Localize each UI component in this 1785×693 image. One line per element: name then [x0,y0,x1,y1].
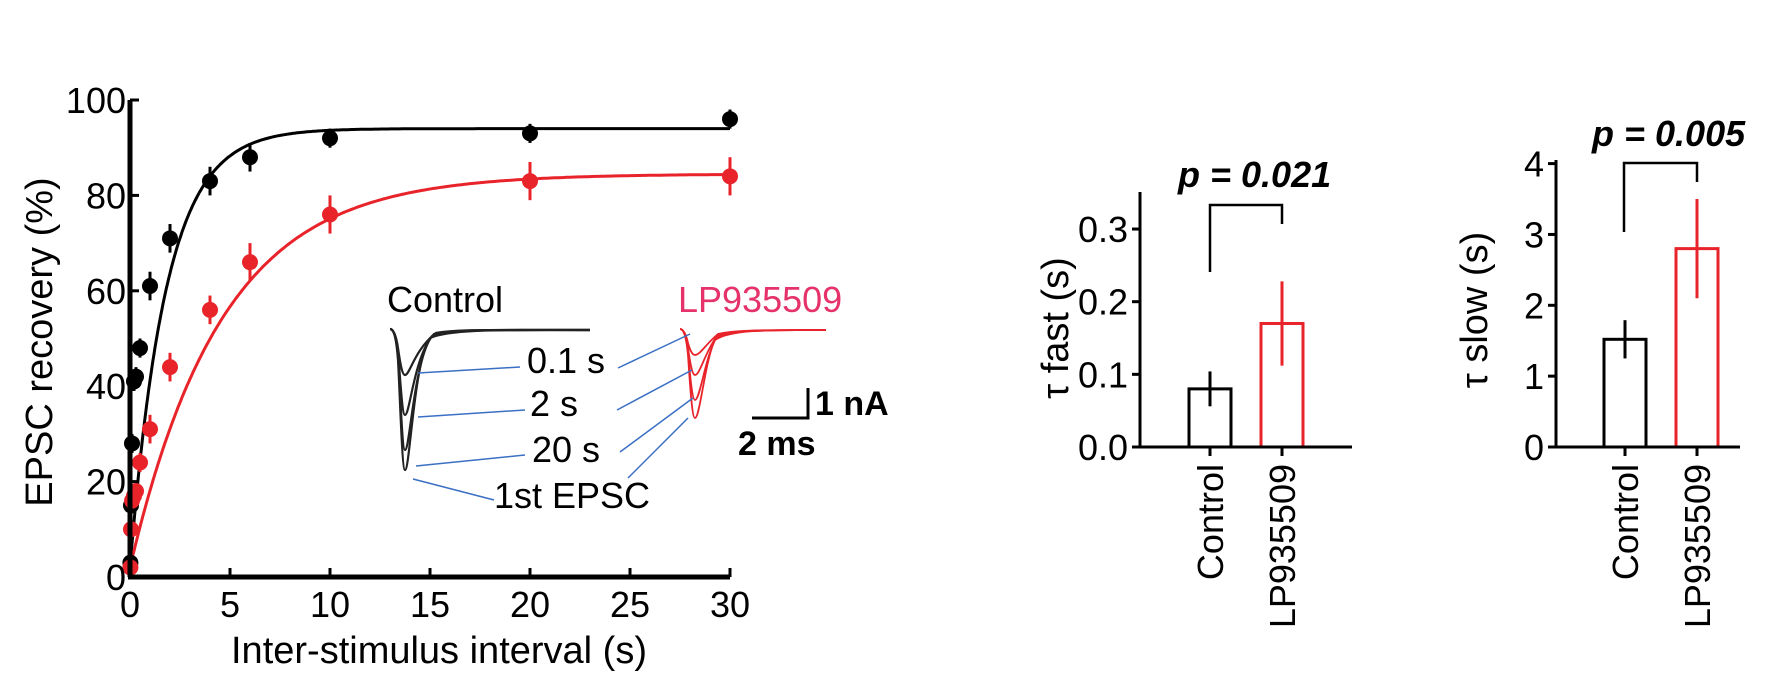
inset: Control LP935509 [387,279,889,516]
data-point-series-0 [322,130,338,147]
recovery-y-tick-label: 60 [86,271,126,312]
tau-slow-p-value: p = 0.005 [1591,113,1746,154]
tau-slow-y-tick-label: 3 [1524,214,1544,255]
tau-slow-y-label: τ slow (s) [1454,232,1496,388]
scale-bar-y-label: 1 nA [815,385,889,423]
tau-fast-y-label: τ fast (s) [1035,257,1077,399]
tau-fast-y-tick-label: 0.2 [1078,282,1128,323]
drug-trace-2s [679,328,827,376]
pointer-0.1s-left [417,366,521,374]
tau-fast-significance-bracket [1208,203,1284,272]
tau-slow-y-tick-label: 0 [1524,427,1544,468]
pointer-20s-left [415,454,526,467]
data-point-series-1 [322,206,338,223]
trace-label-20s: 20 s [532,429,600,470]
drug-trace-0.1s [679,328,827,356]
drug-traces [679,328,827,419]
data-point-series-0 [242,149,258,166]
data-point-series-1 [722,168,738,185]
tau-slow-category-label: LP935509 [1677,464,1718,628]
recovery-x-tick-label: 10 [310,584,350,625]
recovery-x-tick-label: 25 [610,584,650,625]
tau-fast-bars [1187,281,1305,449]
tau-slow-significance-bracket [1622,161,1699,232]
recovery-points [122,111,738,576]
recovery-chart: 0 20 40 60 80 100 0 5 10 15 20 25 30 EPSC recovery … [19,80,889,672]
data-point-series-1 [522,173,538,190]
tau-fast-category-label: LP935509 [1262,464,1303,628]
tau-slow-y-ticks: 0 1 2 3 4 [1524,144,1556,468]
recovery-x-tick-label: 20 [510,584,550,625]
scale-bar-lines [752,388,810,420]
recovery-y-ticks: 0 20 40 60 80 100 [66,80,139,598]
data-point-series-0 [142,278,158,295]
drug-trace-1st [679,328,827,419]
tau-fast-p-value: p = 0.021 [1177,154,1331,195]
tau-fast-y-ticks: 0.0 0.1 0.2 0.3 [1078,209,1140,468]
recovery-y-tick-label: 20 [86,462,126,503]
tau-fast-x-ticks: Control LP935509 [1190,447,1303,628]
scale-bar-x-label: 2 ms [738,425,816,463]
recovery-x-tick-label: 0 [120,584,140,625]
recovery-x-label: Inter-stimulus interval (s) [231,630,647,672]
pointer-1st-right [627,417,689,479]
data-point-series-1 [242,254,258,271]
pointer-20s-right [619,397,694,453]
tau-slow-x-ticks: Control LP935509 [1605,447,1718,628]
tau-slow-bars [1602,199,1720,449]
recovery-y-tick-label: 0 [106,557,126,598]
tau-fast-y-tick-label: 0.1 [1078,354,1128,395]
data-point-series-0 [522,125,538,142]
data-point-series-0 [722,111,738,128]
recovery-x-tick-label: 5 [220,584,240,625]
scale-bar: 1 nA 2 ms [738,385,889,463]
trace-label-0.1s: 0.1 s [527,340,605,381]
trace-label-1st: 1st EPSC [494,475,650,516]
tau-slow-y-tick-label: 1 [1524,356,1544,397]
tau-slow-chart: 0 1 2 3 4 Control LP935509 τ slow (s) p = 0.0… [1454,113,1746,628]
tau-slow-y-tick-label: 2 [1524,285,1544,326]
tau-slow-y-tick-label: 4 [1524,144,1544,185]
tau-fast-category-label: Control [1190,464,1231,580]
data-point-series-0 [132,340,148,357]
recovery-x-tick-label: 30 [710,584,750,625]
recovery-x-ticks: 0 5 10 15 20 25 30 [120,568,750,625]
pointer-lines [412,333,694,501]
data-point-series-1 [142,421,158,438]
tau-slow-category-label: Control [1605,464,1646,580]
data-point-series-1 [132,454,148,471]
data-point-series-0 [202,173,218,190]
pointer-2s-left [417,409,526,418]
tau-fast-y-tick-label: 0.0 [1078,427,1128,468]
data-point-series-0 [162,230,178,247]
control-trace-0.1s [389,327,591,377]
recovery-y-tick-label: 40 [86,366,126,407]
recovery-y-tick-label: 100 [66,80,126,121]
tau-fast-chart: 0.00.10.20.3 Control LP935509 τ fast (s) … [1035,154,1352,628]
pointer-2s-right [616,369,693,411]
fit-line-series-0 [128,127,730,568]
data-point-series-1 [202,301,218,318]
inset-drug-label: LP935509 [678,279,842,320]
pointer-0.1s-right [617,333,691,369]
recovery-x-tick-label: 15 [410,584,450,625]
recovery-y-tick-label: 80 [86,175,126,216]
pointer-1st-left [412,478,495,501]
inset-control-label: Control [387,279,503,320]
data-point-series-1 [162,359,178,376]
trace-label-2s: 2 s [530,383,578,424]
tau-fast-y-tick-label: 0.3 [1078,209,1128,250]
control-traces [389,327,591,472]
recovery-y-label: EPSC recovery (%) [19,177,61,506]
